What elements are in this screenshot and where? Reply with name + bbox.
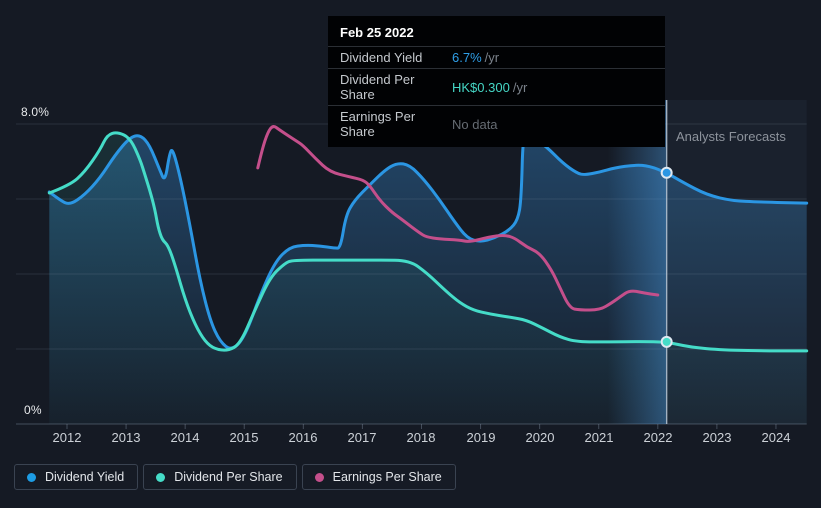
legend-dividend-per-share[interactable]: Dividend Per Share [143,464,297,490]
x-axis-label-2017: 2017 [347,430,377,445]
dividend-yield-marker[interactable] [660,166,673,179]
tooltip-label: Dividend Per Share [340,72,415,102]
x-axis-label-2018: 2018 [406,430,436,445]
earnings-per-share-dot-icon [314,472,324,482]
tooltip-date: Feb 25 2022 [340,25,414,40]
dividend-per-share-marker[interactable] [660,335,673,348]
tooltip-value: No data [452,116,498,132]
x-axis-label-2019: 2019 [466,430,496,445]
past-highlight-band [607,100,667,424]
tooltip-row-earnings-per-share: Earnings Per Share No data [328,105,665,142]
legend-dividend-yield[interactable]: Dividend Yield [14,464,139,490]
tooltip-value: 6.7% [452,50,482,65]
x-axis-label-2014: 2014 [170,430,200,445]
x-axis-label-2022: 2022 [643,430,673,445]
x-axis-label-2015: 2015 [229,430,259,445]
dividend-per-share-line [47,131,809,353]
tooltip-value-group: 6.7%/yr [452,50,499,65]
dividend-yield-line [47,131,809,350]
earnings-per-share-line [256,125,660,312]
tooltip-value-group: HK$0.300/yr [452,80,527,95]
x-axis-label-2012: 2012 [52,430,82,445]
tooltip-row-dividend-yield: Dividend Yield 6.7%/yr [328,46,665,68]
tooltip-row-dividend-per-share: Dividend Per Share HK$0.300/yr [328,68,665,105]
legend-label: Dividend Per Share [174,470,283,484]
x-axis-label-2023: 2023 [702,430,732,445]
tooltip-value-group: No data [452,117,501,132]
legend-label: Earnings Per Share [332,470,442,484]
forecast-region [666,100,807,424]
tooltip-label: Dividend Yield [340,50,423,65]
dividend-yield-dot-icon [27,472,36,482]
y-axis-label-top: 8.0% [21,105,50,119]
tooltip-unit: /yr [512,79,528,95]
legend-earnings-per-share[interactable]: Earnings Per Share [301,464,456,490]
chart-legend: Dividend Yield Dividend Per Share Earnin… [14,464,456,490]
tooltip-unit: /yr [484,50,500,65]
dividend-per-share-dot-icon [156,472,166,482]
x-axis-label-2024: 2024 [761,430,791,445]
chart-tooltip: Feb 25 2022 Dividend Yield 6.7%/yr Divid… [328,16,665,147]
tooltip-label: Earnings Per Share [340,109,416,139]
x-axis-label-2021: 2021 [584,430,614,445]
analysts-forecasts-label: Analysts Forecasts [676,129,786,144]
legend-label: Dividend Yield [45,470,125,484]
x-axis-label-2020: 2020 [525,430,555,445]
x-axis-label-2016: 2016 [288,430,318,445]
y-axis-label-bottom: 0% [24,403,42,417]
x-axis-label-2013: 2013 [111,430,141,445]
tooltip-value: HK$0.300 [452,79,510,95]
